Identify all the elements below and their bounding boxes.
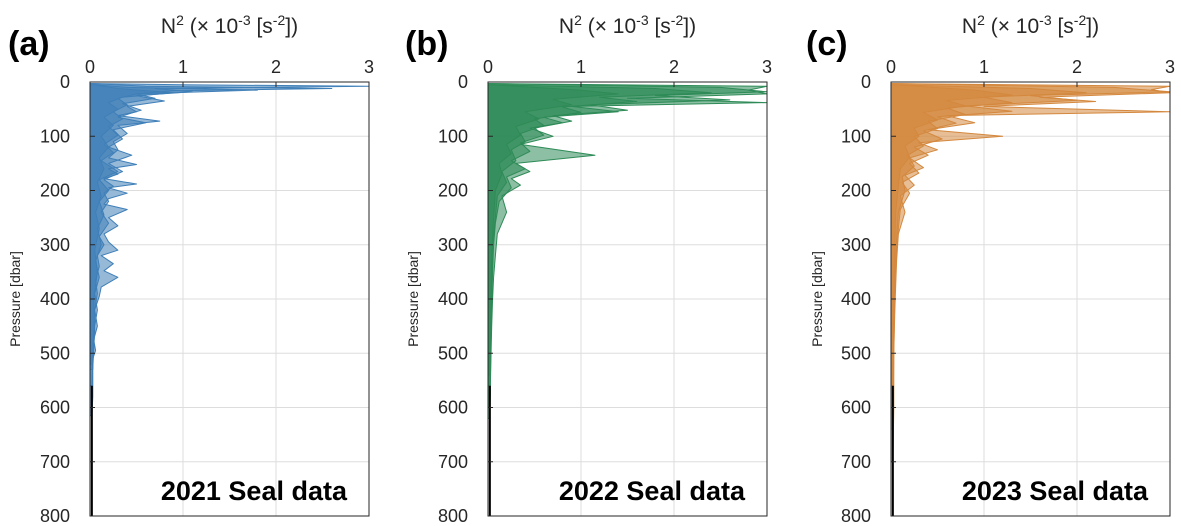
y-tick-label: 100 — [40, 126, 70, 146]
y-tick-label: 100 — [841, 126, 871, 146]
y-tick-label: 400 — [40, 289, 70, 309]
panel-label: (a) — [8, 25, 50, 63]
y-tick-label: 700 — [40, 452, 70, 472]
x-tick-label: 2 — [669, 57, 679, 77]
x-tick-label: 1 — [979, 57, 989, 77]
series-line-4 — [891, 84, 1013, 387]
y-tick-label: 600 — [841, 398, 871, 418]
y-tick-label: 400 — [841, 289, 871, 309]
panel-label: (b) — [405, 25, 448, 63]
y-tick-label: 600 — [40, 398, 70, 418]
x-tick-label: 0 — [886, 57, 896, 77]
y-axis-title: Pressure [dbar] — [7, 251, 23, 347]
x-tick-label: 2 — [1072, 57, 1082, 77]
y-tick-label: 700 — [438, 452, 468, 472]
annotation-label: 2023 Seal data — [962, 476, 1149, 506]
x-axis-title: N2 (× 10-3 [s-2]) — [962, 12, 1099, 38]
x-tick-label: 1 — [576, 57, 586, 77]
panel-label: (c) — [806, 25, 848, 63]
x-axis-title: N2 (× 10-3 [s-2]) — [559, 12, 696, 38]
y-tick-label: 700 — [841, 452, 871, 472]
y-tick-label: 500 — [438, 343, 468, 363]
x-tick-label: 3 — [762, 57, 772, 77]
x-tick-label: 1 — [178, 57, 188, 77]
y-tick-label: 200 — [438, 181, 468, 201]
series-line-4 — [488, 84, 619, 376]
annotation-label: 2022 Seal data — [559, 476, 746, 506]
x-tick-label: 2 — [271, 57, 281, 77]
y-tick-label: 200 — [841, 181, 871, 201]
y-tick-label: 300 — [841, 235, 871, 255]
y-tick-label: 800 — [438, 506, 468, 526]
panel-1: 0 1 2 3 0 100 200 300 400 500 600 700 800 N2 (× 10-3 … — [7, 12, 374, 526]
y-tick-label: 0 — [861, 72, 871, 92]
y-tick-label: 800 — [841, 506, 871, 526]
y-tick-label: 200 — [40, 181, 70, 201]
x-axis-title: N2 (× 10-3 [s-2]) — [161, 12, 298, 38]
y-tick-label: 800 — [40, 506, 70, 526]
y-tick-label: 500 — [40, 343, 70, 363]
y-tick-label: 100 — [438, 126, 468, 146]
y-tick-label: 600 — [438, 398, 468, 418]
y-tick-label: 0 — [60, 72, 70, 92]
x-tick-label: 3 — [1165, 57, 1175, 77]
series-line-4 — [90, 84, 175, 365]
y-tick-label: 0 — [458, 72, 468, 92]
x-tick-label: 3 — [364, 57, 374, 77]
y-tick-label: 500 — [841, 343, 871, 363]
x-tick-label: 0 — [483, 57, 493, 77]
annotation-label: 2021 Seal data — [161, 476, 348, 506]
panel-3: 0 1 2 3 0 100 200 300 400 500 600 700 800 N2 (× 10-3 … — [806, 12, 1175, 526]
y-axis-title: Pressure [dbar] — [809, 251, 825, 347]
y-tick-label: 300 — [438, 235, 468, 255]
panel-2: 0 1 2 3 0 100 200 300 400 500 600 700 800 N2 (× 10-3 … — [405, 12, 772, 526]
x-tick-label: 0 — [85, 57, 95, 77]
y-tick-label: 300 — [40, 235, 70, 255]
y-axis-title: Pressure [dbar] — [405, 251, 421, 347]
y-tick-label: 400 — [438, 289, 468, 309]
